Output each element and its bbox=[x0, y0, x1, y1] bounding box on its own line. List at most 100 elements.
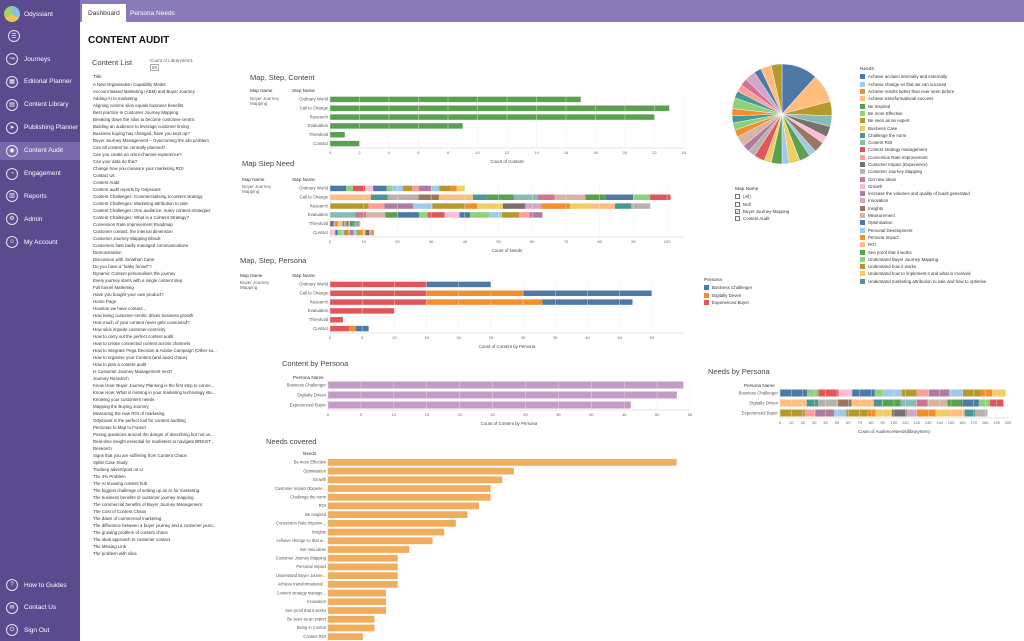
needs-legend-item[interactable]: Achieve results better than ever seen be… bbox=[860, 88, 1024, 95]
sidebar-item-reports[interactable]: ▥ Reports bbox=[0, 187, 80, 205]
sidebar-item-journeys[interactable]: ↝ Journeys bbox=[0, 50, 80, 68]
list-item[interactable]: Demonstration bbox=[93, 250, 122, 255]
list-item[interactable]: Knowing your customers needs bbox=[93, 397, 155, 402]
needs-legend-item[interactable]: Be more Effective bbox=[860, 110, 1024, 117]
list-item[interactable]: The Missing Link bbox=[93, 544, 126, 549]
needs-legend-item[interactable]: Challenge the norm bbox=[860, 132, 1024, 139]
needs-legend-item[interactable]: Optimisation bbox=[860, 219, 1024, 226]
needs-legend-item[interactable]: Customer Impact (Experience) bbox=[860, 161, 1024, 168]
sidebar-item-content-audit[interactable]: ◉ Content Audit bbox=[0, 141, 80, 160]
hamburger-menu-icon[interactable]: ☰ bbox=[8, 30, 20, 42]
list-item[interactable]: Buyer Journey Management – Overcoming th… bbox=[93, 138, 209, 143]
list-item[interactable]: Signs that you are suffering from Conten… bbox=[93, 453, 187, 458]
list-item[interactable]: How to integrate Pega Decision & Adobe C… bbox=[93, 348, 217, 353]
list-item[interactable]: Content Audit bbox=[93, 180, 120, 185]
needs-legend-item[interactable]: Get new ideas bbox=[860, 175, 1024, 182]
sidebar-item-how-to-guides[interactable]: ? How to Guides bbox=[0, 576, 80, 594]
list-item[interactable]: Dynamic Content personalises the journey bbox=[93, 271, 176, 276]
list-item[interactable]: Houston we have contact... bbox=[93, 306, 146, 311]
sidebar-item-engagement[interactable]: ◔ Engagement bbox=[0, 165, 80, 183]
list-item[interactable]: The biggest challenge of setting up an A… bbox=[93, 488, 200, 493]
list-item[interactable]: Personas to Map to Funnel bbox=[93, 425, 146, 430]
list-item[interactable]: Conversion Rate Improvement Roadmap bbox=[93, 222, 173, 227]
needs-legend-item[interactable]: Achieve change so that we can succeed bbox=[860, 81, 1024, 88]
map-filter-option[interactable]: Null bbox=[735, 201, 825, 208]
list-item[interactable]: Customer contact, the internal dimension bbox=[93, 229, 173, 234]
needs-legend-item[interactable]: Conversion Rate Improvement bbox=[860, 154, 1024, 161]
needs-legend-item[interactable]: Measurement bbox=[860, 212, 1024, 219]
list-item[interactable]: The AI knowing content hub bbox=[93, 481, 148, 486]
list-item[interactable]: Trudeep advert/post on LI bbox=[93, 467, 144, 472]
tab-persona-needs[interactable]: Persona Needs bbox=[130, 9, 175, 17]
sidebar-item-my-account[interactable]: ☺ My Account bbox=[0, 233, 80, 251]
needs-legend-item[interactable]: Insights bbox=[860, 205, 1024, 212]
list-item[interactable]: Journey Research bbox=[93, 376, 129, 381]
checkbox[interactable] bbox=[735, 201, 740, 207]
list-item[interactable]: Content audit reports by Odyssiant bbox=[93, 187, 161, 192]
list-item[interactable]: Odyssiant is the perfect tool for conten… bbox=[93, 418, 186, 423]
list-item[interactable]: Content Challenges: Marketing attributio… bbox=[93, 201, 188, 206]
needs-legend-item[interactable]: Achieve transformational success bbox=[860, 95, 1024, 102]
needs-legend-item[interactable]: See proof that it works bbox=[860, 248, 1024, 255]
list-item[interactable]: A New Organisation Capability Model bbox=[93, 82, 166, 87]
list-item[interactable]: Customer Journey Mapping Ebook bbox=[93, 236, 161, 241]
needs-legend-item[interactable]: Persona Impact bbox=[860, 234, 1024, 241]
list-item[interactable]: How much of your content never gets cons… bbox=[93, 320, 190, 325]
list-item[interactable]: The dawn of commercial marketing bbox=[93, 516, 162, 521]
map-filter-option[interactable]: Content Audit bbox=[735, 215, 825, 222]
content-list-filter-value[interactable]: 89 bbox=[150, 64, 160, 71]
needs-legend-item[interactable]: Growth bbox=[860, 183, 1024, 190]
checkbox[interactable] bbox=[735, 216, 740, 222]
list-item[interactable]: The business benefits of customer journe… bbox=[93, 495, 194, 500]
list-item[interactable]: Research bbox=[93, 446, 112, 451]
list-item[interactable]: Measuring the new ROI of marketing bbox=[93, 411, 165, 416]
list-item[interactable]: How to plan a content audit bbox=[93, 362, 147, 367]
needs-legend-item[interactable]: Content strategy management bbox=[860, 146, 1024, 153]
map-filter-option[interactable]: ✓ Buyer Journey Mapping bbox=[735, 208, 825, 215]
needs-legend-item[interactable]: Understand marketing attribution to sale… bbox=[860, 278, 1024, 285]
sidebar-item-admin[interactable]: ⚙ Admin bbox=[0, 210, 80, 228]
checkbox[interactable]: ✓ bbox=[735, 209, 740, 215]
checkbox[interactable] bbox=[735, 194, 740, 200]
needs-legend-item[interactable]: ROI bbox=[860, 241, 1024, 248]
list-item[interactable]: How being customer-centric drives busine… bbox=[93, 313, 194, 318]
list-item[interactable]: Posing questions around the danger of de… bbox=[93, 432, 215, 437]
list-item[interactable]: The ideal approach to customer contact bbox=[93, 537, 171, 542]
needs-legend-item[interactable]: Understand how it works bbox=[860, 263, 1024, 270]
list-item[interactable]: How to organise your Content (and avoid … bbox=[93, 355, 188, 360]
list-item[interactable]: Customers hate badly managed communicati… bbox=[93, 243, 189, 248]
list-item[interactable]: Mapping the Buying Journey bbox=[93, 404, 149, 409]
list-item[interactable]: Do you have a "leaky funnel"? bbox=[93, 264, 152, 269]
list-item[interactable]: Account Based Marketing (ABM) and Buyer … bbox=[93, 89, 195, 94]
list-item[interactable]: Every journey starts with a single conte… bbox=[93, 278, 183, 283]
list-item[interactable]: Content Challenges: What is a Content St… bbox=[93, 215, 189, 220]
persona-legend-item[interactable]: Digitally Driven bbox=[704, 292, 794, 299]
needs-legend-item[interactable]: Content ROI bbox=[860, 139, 1024, 146]
needs-legend-item[interactable]: Understand how to implement it and what … bbox=[860, 270, 1024, 277]
sidebar-item-publishing-planner[interactable]: ➤ Publishing Planner bbox=[0, 119, 80, 137]
list-item[interactable]: Adding AI to marketing bbox=[93, 96, 138, 101]
list-item[interactable]: Have you bought your own product? bbox=[93, 292, 164, 297]
list-item[interactable]: The difference between a buyer journey a… bbox=[93, 523, 217, 528]
list-item[interactable]: Home Page bbox=[93, 299, 117, 304]
needs-legend-item[interactable]: Business Case bbox=[860, 124, 1024, 131]
needs-legend-item[interactable]: Personal Development bbox=[860, 227, 1024, 234]
list-item[interactable]: Breaking down the silos to become custom… bbox=[93, 117, 195, 122]
list-item[interactable]: The problem with silos bbox=[93, 551, 137, 556]
list-item[interactable]: Content Challenges: One audience, many c… bbox=[93, 208, 211, 213]
list-item[interactable]: The Cost of Content Chaos bbox=[93, 509, 147, 514]
persona-legend-item[interactable]: Experienced Buyer bbox=[704, 299, 794, 306]
map-filter-option[interactable]: (All) bbox=[735, 193, 825, 200]
list-item[interactable]: Splitit Case Study bbox=[93, 460, 128, 465]
list-item[interactable]: How to carry out the perfect content aud… bbox=[93, 334, 174, 339]
list-item[interactable]: Content Challenges: Commercialising a co… bbox=[93, 194, 203, 199]
list-item[interactable]: Is Customer Journey Management next? bbox=[93, 369, 173, 374]
sidebar-item-editorial-planner[interactable]: ▦ Editorial Planner bbox=[0, 73, 80, 91]
list-item[interactable]: The commercial benefits of Buyer Journey… bbox=[93, 502, 203, 507]
list-item[interactable]: Discussion with Jonathan Cann bbox=[93, 257, 155, 262]
list-item[interactable]: Real-time insight essential for marketer… bbox=[93, 439, 215, 444]
list-item[interactable]: Aligning comms silos equals business ben… bbox=[93, 103, 184, 108]
list-item[interactable]: Know How: What is missing in your market… bbox=[93, 390, 216, 395]
sidebar-item-content-library[interactable]: ▤ Content Library bbox=[0, 96, 80, 114]
list-item[interactable]: The growing problem of content chaos bbox=[93, 530, 168, 535]
